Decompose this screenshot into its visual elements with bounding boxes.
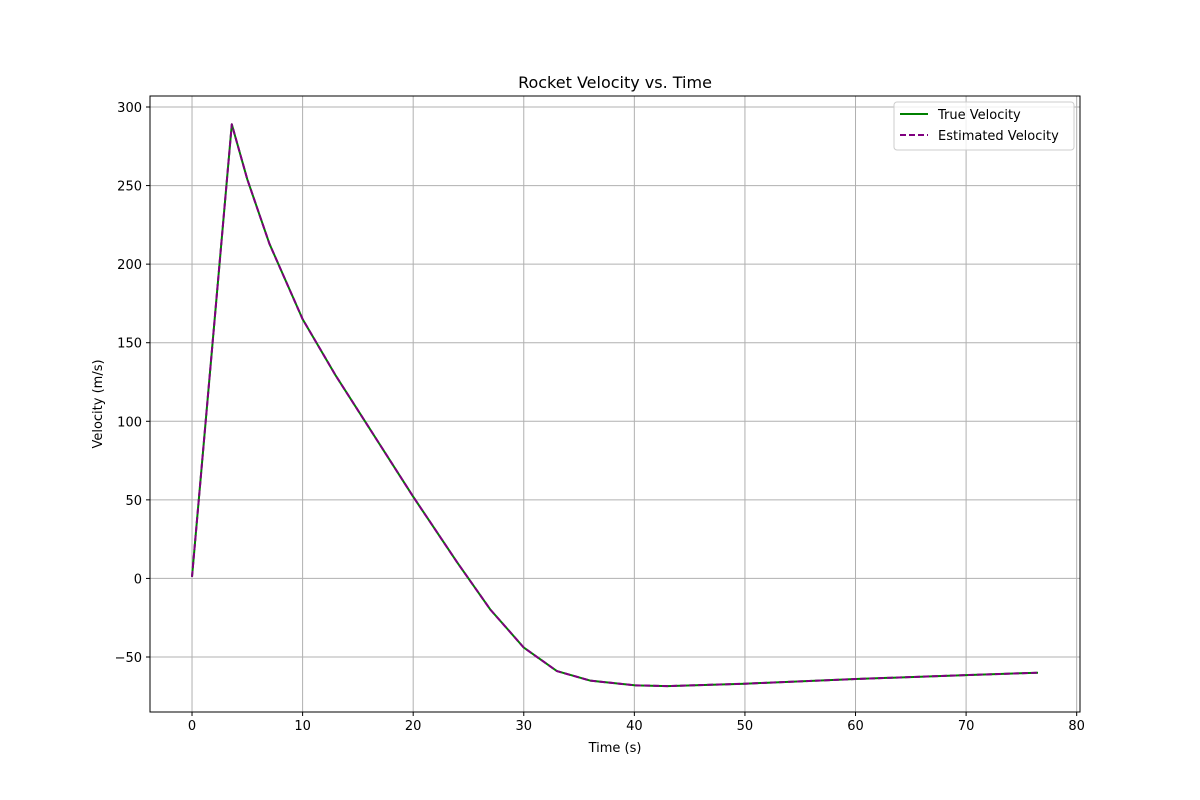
y-tick-label: 100 <box>117 415 142 430</box>
x-tick-label: 50 <box>737 719 754 734</box>
y-tick-label: 250 <box>117 180 142 195</box>
x-axis-label: Time (s) <box>588 741 642 756</box>
legend-label-true-velocity: True Velocity <box>937 108 1021 123</box>
chart-title: Rocket Velocity vs. Time <box>518 73 712 92</box>
y-tick-label: 300 <box>117 101 142 116</box>
y-tick-label: 200 <box>117 258 142 273</box>
x-tick-label: 30 <box>515 719 532 734</box>
legend-label-estimated-velocity: Estimated Velocity <box>938 129 1059 144</box>
x-tick-label: 60 <box>847 719 864 734</box>
ticks: 0 10 20 30 40 50 60 70 80 −50 0 50 100 150 200 250 300 <box>115 101 1085 734</box>
y-tick-label: 50 <box>125 494 142 509</box>
series-line-estimated-velocity <box>191 123 1039 688</box>
y-tick-label: 0 <box>134 572 142 587</box>
series-layer <box>191 123 1039 688</box>
x-tick-label: 0 <box>188 719 196 734</box>
x-tick-label: 80 <box>1068 719 1085 734</box>
legend: True Velocity Estimated Velocity <box>893 101 1075 151</box>
x-tick-label: 10 <box>294 719 311 734</box>
x-tick-label: 20 <box>405 719 422 734</box>
y-axis-label: Velocity (m/s) <box>91 359 106 448</box>
plot-area <box>150 96 1080 712</box>
plot-frame <box>149 95 1081 713</box>
y-tick-label: −50 <box>115 651 142 666</box>
x-tick-label: 70 <box>958 719 975 734</box>
x-tick-label: 40 <box>626 719 643 734</box>
grid <box>150 96 1080 712</box>
legend-box <box>893 101 1075 151</box>
y-tick-label: 150 <box>117 337 142 352</box>
